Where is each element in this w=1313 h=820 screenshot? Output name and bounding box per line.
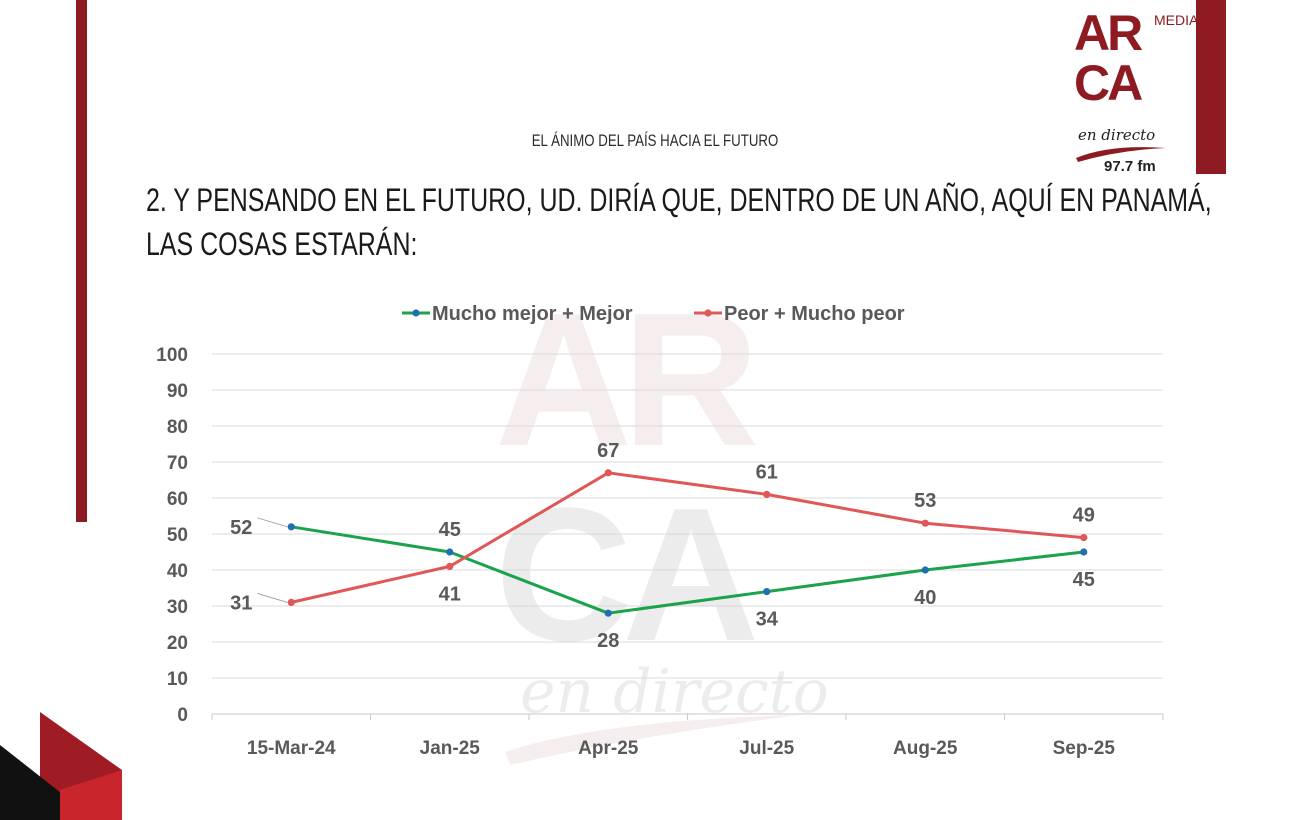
y-tick-label: 0 bbox=[177, 705, 188, 726]
y-tick-label: 90 bbox=[167, 381, 188, 402]
legend-label: Mucho mejor + Mejor bbox=[432, 303, 633, 325]
x-axis: 15-Mar-24 Jan-25 Apr-25 Jul-25 Aug-25 Sep-25 bbox=[211, 714, 1164, 759]
logo-row2: CA bbox=[1074, 55, 1143, 111]
logo-letters: AR CA bbox=[1074, 5, 1143, 111]
series-layer bbox=[287, 469, 1088, 617]
svg-text:CA: CA bbox=[495, 469, 755, 681]
series-line-mejor bbox=[291, 525, 1084, 615]
series-line-peor bbox=[290, 471, 1084, 604]
logo-frequency: 97.7 fm bbox=[1104, 158, 1156, 175]
data-label: 41 bbox=[439, 583, 461, 605]
data-label: 31 bbox=[230, 592, 252, 614]
logo-tagline: en directo bbox=[1078, 126, 1156, 144]
data-point bbox=[287, 598, 295, 607]
logo-row1: AR bbox=[1074, 5, 1143, 61]
data-point bbox=[1080, 548, 1088, 556]
data-labels: 52 45 28 34 40 45 31 41 67 61 53 49 bbox=[230, 440, 1095, 652]
left-accent-bar bbox=[76, 0, 87, 522]
legend-swatch-marker bbox=[704, 309, 712, 317]
data-label: 40 bbox=[914, 587, 936, 609]
x-tick-label: Apr-25 bbox=[578, 738, 639, 759]
data-point bbox=[604, 469, 612, 477]
data-point bbox=[287, 523, 295, 531]
y-tick-label: 10 bbox=[167, 669, 188, 690]
x-tick-label: Sep-25 bbox=[1053, 738, 1116, 759]
corner-decoration bbox=[0, 712, 122, 820]
data-point bbox=[446, 562, 454, 571]
leader-line bbox=[257, 592, 288, 603]
legend-label: Peor + Mucho peor bbox=[724, 303, 905, 325]
data-label: 52 bbox=[230, 517, 252, 539]
y-tick-label: 80 bbox=[167, 417, 188, 438]
legend: Mucho mejor + Mejor Peor + Mucho peor bbox=[402, 303, 905, 325]
logo-swoosh bbox=[1076, 147, 1166, 162]
data-point bbox=[604, 609, 612, 617]
data-point bbox=[921, 566, 929, 574]
y-tick-label: 100 bbox=[156, 345, 188, 366]
data-label: 34 bbox=[756, 609, 779, 631]
y-axis: 0 10 20 30 40 50 60 70 80 90 100 bbox=[156, 345, 188, 726]
x-tick-label: 15-Mar-24 bbox=[247, 738, 336, 759]
data-label: 28 bbox=[597, 630, 619, 652]
page-subtitle: EL ÁNIMO DEL PAÍS HACIA EL FUTURO bbox=[531, 131, 779, 150]
data-label: 45 bbox=[1073, 569, 1095, 591]
legend-swatch-marker bbox=[412, 309, 420, 317]
question-line-2: LAS COSAS ESTARÁN: bbox=[146, 226, 418, 262]
y-tick-label: 50 bbox=[167, 525, 188, 546]
svg-text:AR: AR bbox=[495, 274, 756, 486]
y-tick-label: 30 bbox=[167, 597, 188, 618]
right-accent-bar bbox=[1196, 0, 1226, 174]
data-point bbox=[921, 519, 929, 527]
data-point bbox=[446, 548, 454, 556]
x-tick-label: Aug-25 bbox=[893, 738, 958, 759]
data-label: 53 bbox=[914, 490, 936, 512]
data-point bbox=[1080, 534, 1088, 542]
y-tick-label: 40 bbox=[167, 561, 188, 582]
y-tick-label: 70 bbox=[167, 453, 188, 474]
x-tick-label: Jul-25 bbox=[739, 738, 794, 759]
data-label: 67 bbox=[597, 440, 619, 462]
data-point bbox=[763, 490, 771, 498]
y-tick-label: 60 bbox=[167, 489, 188, 510]
y-tick-label: 20 bbox=[167, 633, 188, 654]
data-label: 61 bbox=[756, 461, 778, 483]
data-label: 45 bbox=[439, 519, 461, 541]
svg-text:en directo: en directo bbox=[520, 657, 829, 727]
x-tick-label: Jan-25 bbox=[420, 738, 481, 759]
data-label: 49 bbox=[1073, 505, 1095, 527]
watermark: AR CA en directo bbox=[495, 274, 829, 765]
leader-line bbox=[257, 517, 288, 528]
data-point bbox=[763, 588, 771, 596]
